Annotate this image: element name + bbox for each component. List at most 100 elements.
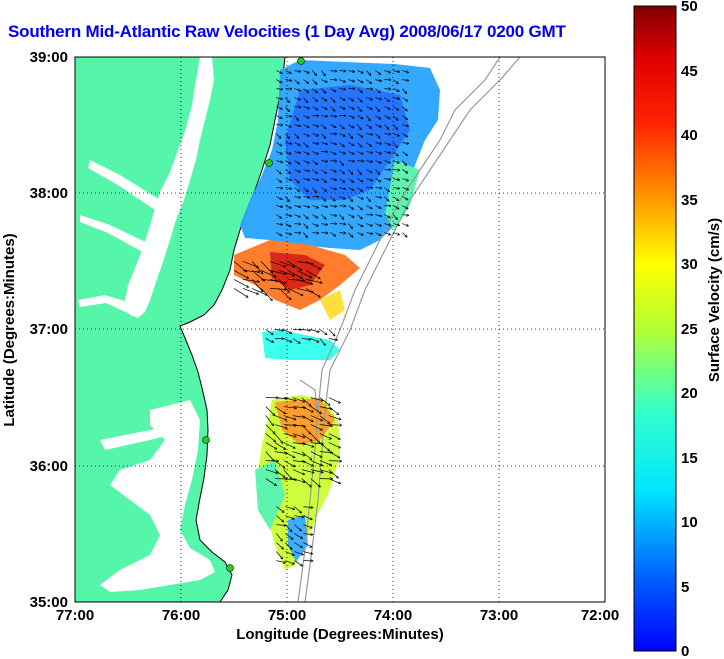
velocity-arrow xyxy=(294,142,300,146)
velocity-arrow xyxy=(357,178,362,182)
velocity-arrow xyxy=(292,407,305,408)
velocity-arrow xyxy=(301,330,311,331)
velocity-arrow xyxy=(312,151,318,154)
velocity-arrow xyxy=(276,70,282,74)
velocity-arrow xyxy=(375,143,381,144)
velocity-arrow xyxy=(303,507,312,508)
velocity-arrow xyxy=(294,88,300,91)
velocity-arrow xyxy=(328,406,339,415)
velocity-arrow xyxy=(384,152,390,153)
velocity-arrow xyxy=(393,205,398,209)
velocity-arrow xyxy=(330,151,336,155)
velocity-arrow xyxy=(339,169,344,174)
velocity-arrow xyxy=(274,406,285,414)
velocity-arrow xyxy=(393,106,398,110)
velocity-arrow xyxy=(357,88,362,93)
velocity-arrow xyxy=(283,397,296,401)
velocity-arrow xyxy=(276,178,281,183)
velocity-arrow xyxy=(319,329,327,335)
velocity-arrow xyxy=(285,97,289,103)
velocity-arrow xyxy=(393,196,398,201)
velocity-arrow xyxy=(294,533,302,539)
velocity-arrow xyxy=(285,542,291,550)
velocity-arrow xyxy=(366,124,371,129)
velocity-arrow xyxy=(375,160,381,163)
velocity-arrow xyxy=(384,232,390,235)
velocity-arrow xyxy=(294,152,300,153)
velocity-arrow xyxy=(348,133,352,139)
velocity-arrow xyxy=(303,542,311,547)
velocity-arrow xyxy=(303,515,311,520)
velocity-arrow xyxy=(339,124,344,129)
velocity-arrow xyxy=(276,89,282,90)
velocity-arrow xyxy=(312,143,318,144)
velocity-arrow xyxy=(366,223,372,226)
velocity-arrow xyxy=(285,196,289,202)
velocity-arrow xyxy=(402,232,406,237)
velocity-arrow xyxy=(276,542,283,549)
velocity-arrow xyxy=(265,329,273,335)
velocity-arrow xyxy=(274,433,283,444)
colorbar-tick-label: 15 xyxy=(681,450,698,467)
velocity-arrow xyxy=(287,270,302,278)
velocity-arrow xyxy=(278,279,289,292)
velocity-arrow xyxy=(294,542,302,548)
velocity-arrow xyxy=(265,338,274,343)
velocity-arrow xyxy=(366,205,371,209)
velocity-arrow xyxy=(292,451,305,456)
velocity-arrow xyxy=(303,142,307,147)
velocity-arrow xyxy=(301,469,314,473)
velocity-arrow xyxy=(339,178,344,183)
velocity-arrow xyxy=(276,79,281,83)
velocity-arrow xyxy=(328,397,340,403)
velocity-arrow xyxy=(233,288,248,297)
velocity-arrow xyxy=(402,215,408,216)
velocity-arrow xyxy=(287,288,303,295)
velocity-jet-fringe xyxy=(320,290,345,320)
velocity-arrow xyxy=(292,415,305,418)
velocity-arrow xyxy=(276,169,281,174)
velocity-arrow xyxy=(285,524,291,532)
velocity-arrow xyxy=(348,115,354,118)
velocity-arrow xyxy=(321,142,327,145)
velocity-arrow xyxy=(375,223,381,226)
velocity-arrow xyxy=(294,160,299,164)
velocity-arrow xyxy=(305,288,320,297)
velocity-arrow xyxy=(285,533,292,540)
velocity-arrow xyxy=(310,329,319,333)
velocity-arrow xyxy=(276,106,282,110)
velocity-arrow xyxy=(321,187,326,192)
velocity-arrow xyxy=(312,205,318,208)
velocity-arrow xyxy=(339,160,343,166)
velocity-arrow xyxy=(285,205,291,209)
velocity-arrow xyxy=(375,232,380,236)
velocity-arrow xyxy=(402,133,407,137)
velocity-arrow xyxy=(366,152,372,153)
velocity-arrow xyxy=(375,88,380,93)
velocity-arrow xyxy=(319,442,330,451)
colorbar-tick-label: 40 xyxy=(681,127,698,144)
velocity-arrow xyxy=(310,433,320,443)
velocity-arrow xyxy=(303,214,308,219)
velocity-arrow xyxy=(357,124,361,130)
velocity-arrow xyxy=(357,187,362,192)
velocity-arrow xyxy=(242,270,259,272)
velocity-arrow xyxy=(294,560,302,566)
plot-frame xyxy=(74,56,606,603)
velocity-arrow xyxy=(319,338,325,346)
velocity-arrow xyxy=(303,133,309,137)
velocity-arrow xyxy=(283,451,295,458)
velocity-arrow xyxy=(366,79,371,84)
velocity-arrow xyxy=(339,151,345,154)
velocity-arrow xyxy=(348,232,352,238)
velocity-arrow xyxy=(366,106,372,110)
x-tick-label: 73:00 xyxy=(480,607,518,624)
velocity-arrow xyxy=(283,415,296,420)
velocity-arrow xyxy=(292,338,300,344)
velocity-arrow xyxy=(384,179,390,180)
x-tick-label: 76:00 xyxy=(162,607,200,624)
velocity-arrow xyxy=(303,106,309,109)
velocity-arrow xyxy=(303,160,309,164)
velocity-arrow xyxy=(375,215,381,217)
velocity-arrow xyxy=(328,329,335,336)
